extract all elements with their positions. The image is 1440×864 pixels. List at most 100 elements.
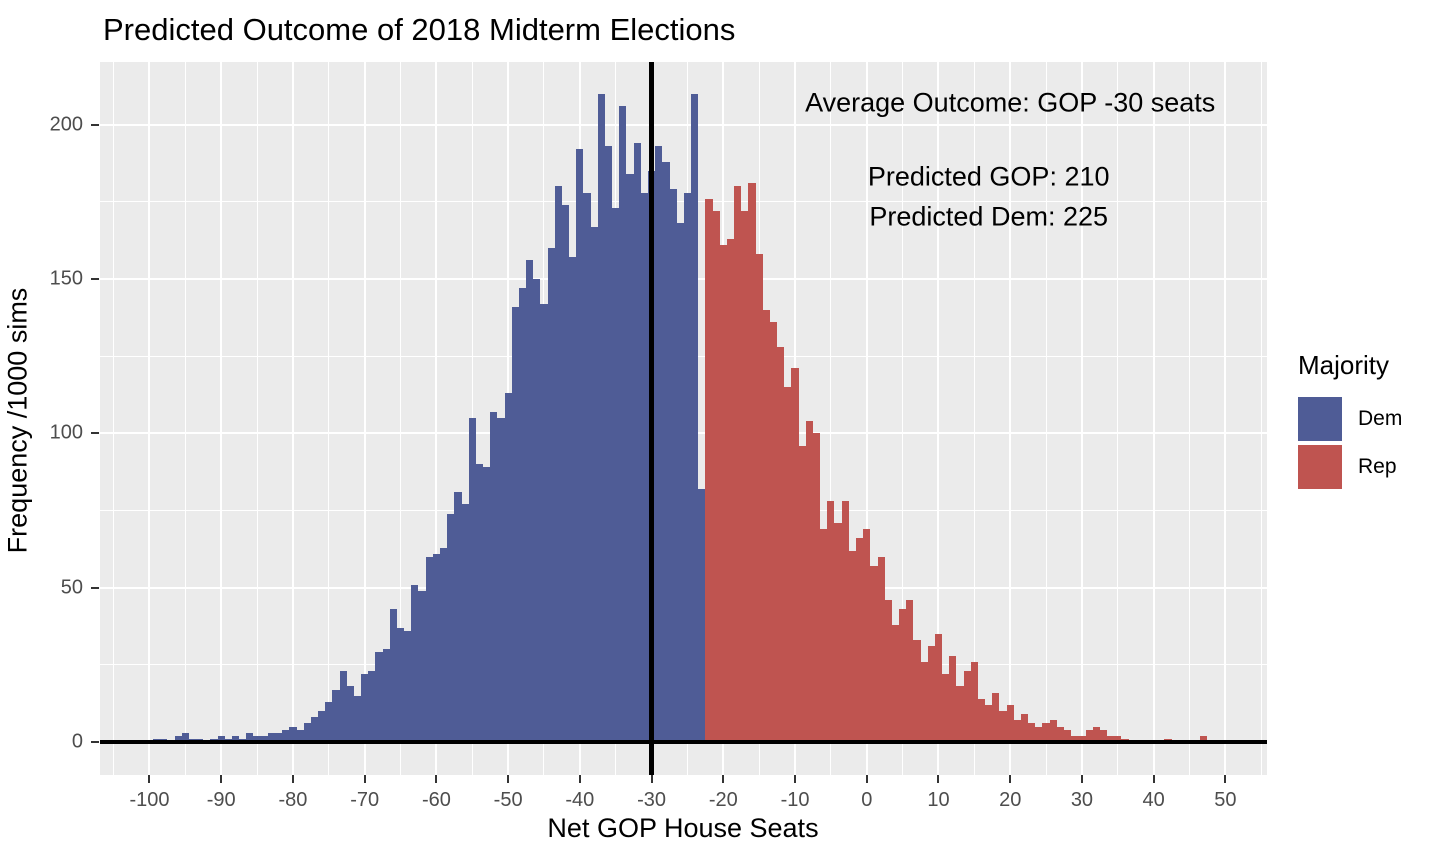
histogram-bar <box>576 149 584 742</box>
histogram-bar <box>432 553 440 742</box>
histogram-bar <box>217 735 225 742</box>
histogram-bar <box>949 655 957 742</box>
histogram-bar <box>569 257 577 742</box>
histogram-bar <box>289 726 297 742</box>
histogram-bar <box>346 686 354 742</box>
histogram-bar <box>1114 735 1122 742</box>
x-tick-label: -10 <box>780 789 810 811</box>
y-tick-label: 150 <box>49 267 83 290</box>
y-tick-label: 0 <box>71 730 83 753</box>
x-tick-label: 20 <box>999 789 1022 811</box>
histogram-bar <box>877 556 885 742</box>
histogram-bar <box>913 640 921 742</box>
x-tick-label: -100 <box>129 789 170 811</box>
histogram-bar <box>361 674 369 742</box>
x-minor-gridline <box>902 62 904 775</box>
y-tick-label: 50 <box>60 576 83 599</box>
x-minor-gridline <box>830 62 832 775</box>
y-tick-mark <box>91 586 99 589</box>
histogram-bar <box>870 566 878 742</box>
histogram-bar <box>841 501 849 742</box>
histogram-bar <box>1035 726 1043 742</box>
x-minor-gridline <box>400 62 402 775</box>
histogram-bar <box>662 161 670 742</box>
legend-label: Rep <box>1358 455 1397 478</box>
x-tick-label: 40 <box>1142 789 1165 811</box>
histogram-bar <box>389 609 397 742</box>
histogram-bar <box>784 387 792 742</box>
histogram-bar <box>554 186 562 742</box>
histogram-bar <box>1020 714 1029 742</box>
histogram-bar <box>332 689 340 742</box>
histogram-bar <box>253 735 261 742</box>
x-major-gridline <box>1152 62 1155 775</box>
annotation-text: Predicted GOP: 210 <box>867 161 1110 192</box>
x-major-gridline <box>1224 62 1227 775</box>
x-tick-mark <box>650 775 653 783</box>
histogram-bar <box>777 346 785 742</box>
x-tick-label: 30 <box>1070 789 1094 811</box>
histogram-bar <box>934 633 943 742</box>
histogram-bar <box>1078 735 1086 742</box>
x-major-gridline <box>1080 62 1083 775</box>
histogram-bar <box>425 556 433 742</box>
x-tick-mark <box>363 775 366 783</box>
x-minor-gridline <box>256 62 258 775</box>
histogram-bar <box>748 183 756 742</box>
histogram-bar <box>231 735 240 742</box>
histogram-bar <box>1064 729 1072 742</box>
histogram-bar <box>561 204 570 742</box>
x-tick-label: -20 <box>708 789 738 811</box>
histogram-bar <box>260 735 268 742</box>
histogram-bar <box>619 106 627 742</box>
x-tick-mark <box>1009 775 1012 783</box>
histogram-bar <box>820 528 828 742</box>
y-tick-mark <box>91 432 99 435</box>
histogram-bar <box>447 513 455 742</box>
histogram-bar <box>504 393 512 742</box>
x-minor-gridline <box>1117 62 1119 775</box>
histogram-bar <box>1042 723 1050 742</box>
x-minor-gridline <box>113 62 115 775</box>
histogram-bar <box>339 670 347 742</box>
histogram-bar <box>691 93 699 742</box>
histogram-bar <box>977 698 986 742</box>
histogram-bar <box>1056 726 1064 742</box>
histogram-bar <box>640 192 648 742</box>
histogram-bar <box>805 420 813 742</box>
x-tick-mark <box>507 775 510 783</box>
histogram-bar <box>540 303 548 742</box>
legend-items: Dem Rep <box>1298 397 1402 489</box>
x-major-gridline <box>937 62 940 775</box>
histogram-bar <box>899 609 907 742</box>
histogram-bar <box>490 411 498 742</box>
histogram-bar <box>956 686 964 742</box>
x-tick-mark <box>578 775 581 783</box>
histogram-bar <box>676 223 684 742</box>
histogram-bar <box>683 192 692 742</box>
histogram-bar <box>963 670 971 742</box>
histogram-bar <box>856 538 864 742</box>
x-tick-label: -80 <box>278 789 308 811</box>
legend-item-rep: Rep <box>1298 445 1402 489</box>
y-tick-label: 200 <box>49 113 83 136</box>
histogram-bar <box>461 504 469 742</box>
histogram-bar <box>1200 735 1208 742</box>
zero-baseline <box>100 740 1267 744</box>
histogram-bar <box>296 729 304 742</box>
x-axis-title: Net GOP House Seats <box>547 813 819 843</box>
x-tick-mark <box>435 775 438 783</box>
histogram-bar <box>719 245 727 742</box>
histogram-bar <box>999 711 1007 742</box>
histogram-bar <box>368 670 376 742</box>
x-minor-gridline <box>973 62 975 775</box>
histogram-bar <box>518 288 527 742</box>
histogram-bar <box>827 501 835 742</box>
histogram-bar <box>533 278 541 742</box>
x-tick-mark <box>794 775 797 783</box>
x-minor-gridline <box>1260 62 1262 775</box>
histogram-bar <box>762 309 770 742</box>
histogram-bar <box>1006 704 1014 742</box>
histogram-bar <box>992 692 1000 742</box>
x-tick-label: -70 <box>350 789 380 811</box>
